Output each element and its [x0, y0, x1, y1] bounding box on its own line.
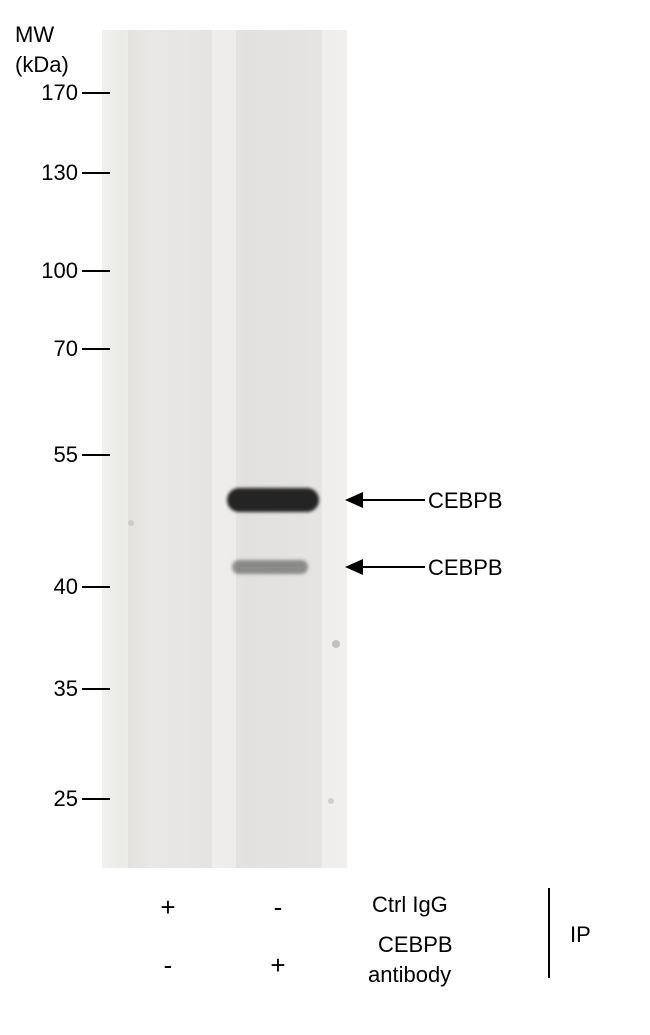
arrow-head-icon	[345, 492, 363, 508]
noise-speck	[332, 640, 340, 648]
arrow-upper	[345, 492, 425, 508]
ladder-tick-label: 170	[0, 80, 78, 106]
ip-label: IP	[570, 922, 591, 948]
lane2-row2-symbol: +	[258, 950, 298, 981]
lane1-row2-symbol: -	[148, 950, 188, 981]
ladder-tick	[82, 688, 110, 690]
arrow-head-icon	[345, 559, 363, 575]
band-cebpb-upper	[227, 488, 319, 512]
ladder-tick-label: 70	[0, 336, 78, 362]
cebpb-ab-label-1: CEBPB	[378, 932, 453, 958]
noise-speck	[128, 520, 134, 526]
lane1-row1-symbol: +	[148, 892, 188, 923]
ladder-tick	[82, 798, 110, 800]
arrow-line	[363, 566, 425, 568]
lane-2-shade	[236, 30, 322, 868]
arrow-line	[363, 499, 425, 501]
ladder-tick-label: 100	[0, 258, 78, 284]
ladder-tick-label: 130	[0, 160, 78, 186]
ctrl-igg-label: Ctrl IgG	[372, 892, 448, 918]
ladder-tick-label: 55	[0, 442, 78, 468]
ip-bracket	[548, 888, 550, 978]
ladder-tick	[82, 586, 110, 588]
ladder-tick	[82, 270, 110, 272]
ladder-tick-label: 25	[0, 786, 78, 812]
label-cebpb-lower: CEBPB	[428, 555, 503, 581]
ladder-tick	[82, 172, 110, 174]
ladder-tick	[82, 348, 110, 350]
lane2-row1-symbol: -	[258, 892, 298, 923]
label-cebpb-upper: CEBPB	[428, 488, 503, 514]
ladder-tick	[82, 454, 110, 456]
arrow-lower	[345, 559, 425, 575]
mw-header-line1: MW	[15, 22, 54, 48]
lane-1-shade	[128, 30, 212, 868]
ladder-tick	[82, 92, 110, 94]
cebpb-ab-label-2: antibody	[368, 962, 451, 988]
band-cebpb-lower	[232, 560, 308, 574]
noise-speck	[328, 798, 334, 804]
ladder-tick-label: 40	[0, 574, 78, 600]
mw-header-line2: (kDa)	[15, 52, 69, 78]
ladder-tick-label: 35	[0, 676, 78, 702]
